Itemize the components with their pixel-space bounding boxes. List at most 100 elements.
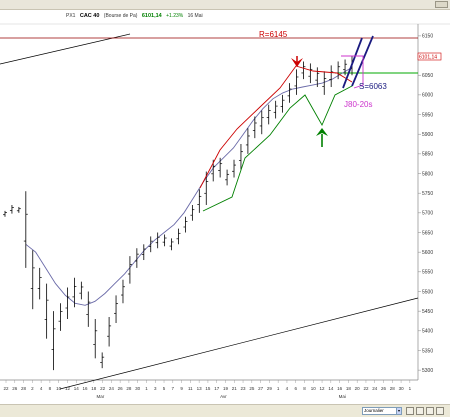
- last-price-tag: 6101,14: [419, 55, 437, 61]
- x-tick-label: 24: [109, 386, 115, 391]
- chart-date: 16 Mai: [187, 13, 203, 19]
- y-tick-label: 5400: [422, 329, 433, 335]
- x-tick-label: 19: [223, 386, 229, 391]
- x-tick-label: 26: [12, 386, 18, 391]
- x-tick-label: 23: [241, 386, 247, 391]
- x-tick-label: 7: [172, 386, 175, 391]
- x-tick-label: 10: [56, 386, 62, 391]
- candlesticks: [3, 55, 354, 371]
- moving-average-path: [25, 67, 353, 306]
- y-tick-label: 6000: [422, 93, 433, 99]
- green-lower-envelope[interactable]: [202, 85, 353, 212]
- x-tick-label: 5: [163, 386, 166, 391]
- x-tick-label: 27: [258, 386, 264, 391]
- x-month-label: Avr: [220, 394, 227, 399]
- chevron-down-icon[interactable]: ▾: [396, 407, 402, 415]
- x-tick-label: 25: [249, 386, 255, 391]
- last-price-tag-box: [417, 52, 442, 61]
- x-tick-label: 22: [363, 386, 369, 391]
- x-tick-label: 14: [328, 386, 334, 391]
- y-tick-label: 6050: [422, 73, 433, 79]
- x-tick-label: 1: [145, 386, 148, 391]
- scroll-right-button[interactable]: [436, 407, 444, 415]
- x-tick-label: 3: [154, 386, 157, 391]
- x-tick-label: 22: [100, 386, 106, 391]
- projection-line-2[interactable]: [351, 35, 374, 87]
- x-tick-label: 28: [390, 386, 396, 391]
- lower-trendline[interactable]: [59, 297, 419, 390]
- target-label: J80-20s: [344, 100, 372, 109]
- x-tick-label: 18: [91, 386, 97, 391]
- x-tick-label: 22: [3, 386, 9, 391]
- x-tick-label: 30: [135, 386, 141, 391]
- x-tick-label: 30: [399, 386, 405, 391]
- index-code: PX1: [66, 13, 76, 19]
- red-down-arrow: [291, 56, 303, 67]
- x-tick-label: 29: [267, 386, 273, 391]
- x-tick-label: 8: [49, 386, 52, 391]
- moving-average-line: [25, 67, 353, 306]
- x-tick-label: 1: [409, 386, 412, 391]
- y-tick-label: 5650: [422, 230, 433, 236]
- x-tick-label: 24: [372, 386, 378, 391]
- x-tick-label: 10: [311, 386, 317, 391]
- x-tick-label: 11: [188, 386, 193, 391]
- x-tick-label: 26: [381, 386, 387, 391]
- x-tick-label: 6: [294, 386, 297, 391]
- last-price: 6101,14: [141, 13, 162, 19]
- x-tick-label: 2: [31, 386, 34, 391]
- exchange-name: (Bourse de Pa): [103, 13, 138, 19]
- x-tick-label: 16: [337, 386, 343, 391]
- scroll-left-button[interactable]: [426, 407, 434, 415]
- close-button[interactable]: [435, 1, 448, 8]
- x-tick-label: 18: [346, 386, 352, 391]
- x-tick-label: 16: [83, 386, 89, 391]
- x-month-label: Mai: [339, 394, 346, 399]
- status-bar: Journalier ▾: [0, 404, 450, 417]
- y-tick-label: 5500: [422, 289, 433, 295]
- x-tick-label: 20: [355, 386, 361, 391]
- upper-trendline[interactable]: [0, 33, 131, 65]
- y-tick-label: 5800: [422, 171, 433, 177]
- y-tick-label: 5600: [422, 250, 433, 256]
- x-tick-label: 4: [286, 386, 289, 391]
- x-tick-label: 12: [320, 386, 326, 391]
- x-tick-label: 28: [21, 386, 27, 391]
- x-axis: 22 26 28 2 4 8 10 12 14 16 18 22 24 26 28 30 1 3 5 7 9 11 13 15…: [3, 380, 412, 399]
- y-tick-label: 5550: [422, 270, 433, 276]
- x-tick-label: 9: [180, 386, 183, 391]
- x-tick-label: 17: [214, 386, 220, 391]
- x-tick-label: 13: [197, 386, 203, 391]
- y-tick-label: 5750: [422, 191, 433, 197]
- zoom-out-button[interactable]: [406, 407, 414, 415]
- x-tick-label: 26: [118, 386, 124, 391]
- y-tick-label: 5700: [422, 211, 433, 217]
- price-change: +1.23%: [166, 13, 184, 19]
- resistance-label: R=6145: [259, 30, 288, 39]
- red-upper-envelope[interactable]: [199, 65, 353, 189]
- y-tick-label: 5950: [422, 112, 433, 118]
- x-tick-label: 4: [40, 386, 43, 391]
- x-tick-label: 21: [232, 386, 238, 391]
- zoom-in-button[interactable]: [416, 407, 424, 415]
- y-axis: 6150610060506000595059005850580057505700…: [418, 34, 433, 374]
- y-tick-label: 5300: [422, 368, 433, 374]
- y-tick-label: 5850: [422, 152, 433, 158]
- y-tick-label: 5900: [422, 132, 433, 138]
- window-top-bar: [0, 0, 450, 10]
- y-tick-label: 5350: [422, 348, 433, 354]
- y-tick-label: 5450: [422, 309, 433, 315]
- projection-line-1[interactable]: [342, 37, 363, 89]
- ticker-name: CAC 40: [79, 13, 100, 19]
- x-month-label: Mar: [97, 394, 105, 399]
- x-tick-label: 1: [277, 386, 280, 391]
- y-tick-label: 6150: [422, 34, 433, 40]
- x-tick-label: 8: [303, 386, 306, 391]
- x-tick-label: 15: [205, 386, 211, 391]
- x-tick-label: 14: [74, 386, 80, 391]
- x-tick-label: 12: [65, 386, 71, 391]
- green-up-arrow: [316, 128, 328, 147]
- x-tick-label: 28: [126, 386, 132, 391]
